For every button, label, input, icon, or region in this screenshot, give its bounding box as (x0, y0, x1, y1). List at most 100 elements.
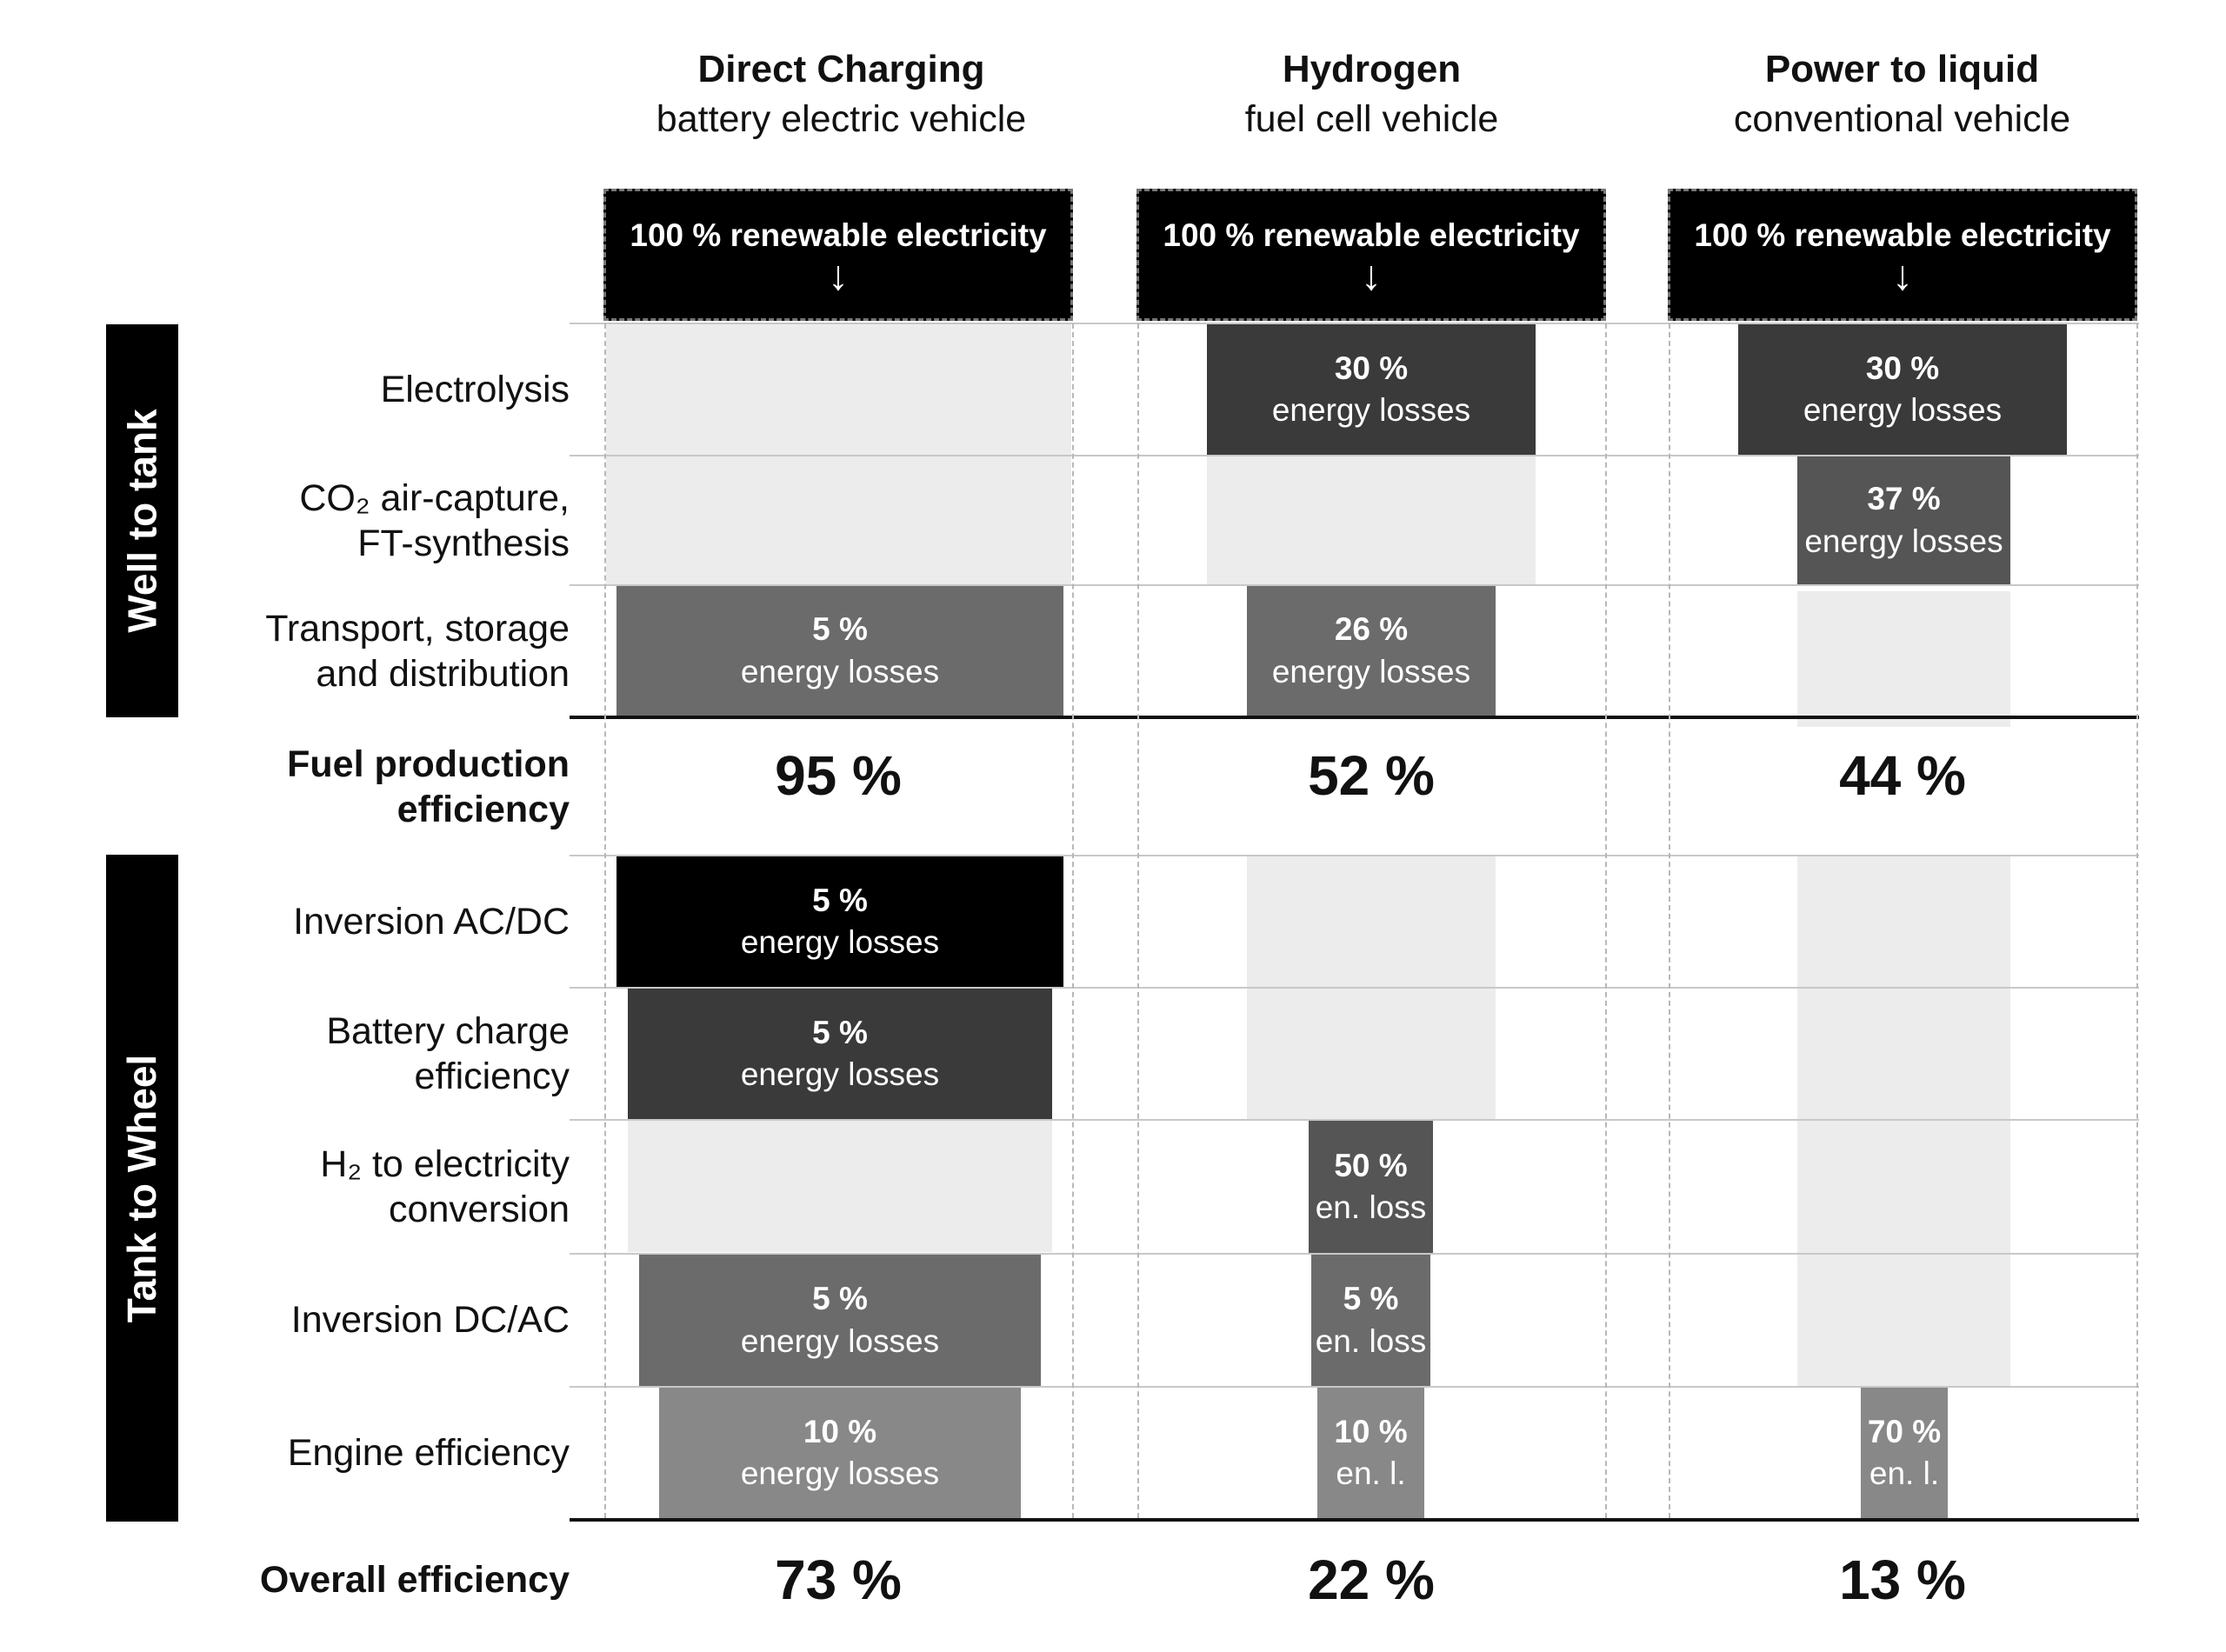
source-label: 100 % renewable electricity (630, 217, 1047, 253)
column-guide (1605, 323, 1607, 1518)
column-guide (1137, 323, 1139, 1518)
loss-percent: 10 % (803, 1413, 877, 1449)
loss-percent: 5 % (1343, 1281, 1399, 1317)
row-divider (570, 584, 2139, 586)
row-label-text: CO₂ air-capture, (299, 476, 570, 519)
loss-cell-h-electrolysis: 30 % energy losses (1207, 324, 1536, 455)
row-label-inversion-acdc: Inversion AC/DC (209, 856, 570, 987)
source-box-hydrogen: 100 % renewable electricity ↓ (1136, 189, 1606, 321)
loss-label: energy losses (1271, 653, 1471, 689)
column-header-power-to-liquid: Power to liquid conventional vehicle (1661, 48, 2143, 141)
loss-label: energy losses (740, 1056, 940, 1092)
arrow-down-icon: ↓ (828, 253, 849, 299)
arrow-down-icon: ↓ (1892, 253, 1913, 299)
row-divider (570, 323, 2139, 324)
overall-efficiency-direct-charging: 73 % (775, 1549, 902, 1611)
loss-cell-h-h2-conversion: 50 % en. loss (1309, 1121, 1433, 1253)
overall-efficiency-power-to-liquid: 13 % (1839, 1549, 1966, 1611)
loss-label: en. loss (1315, 1189, 1427, 1225)
column-title: Power to liquid (1764, 48, 2040, 90)
column-header-hydrogen: Hydrogen fuel cell vehicle (1130, 48, 1613, 141)
loss-cell-dc-engine: 10 % energy losses (659, 1388, 1021, 1518)
loss-label: energy losses (1804, 523, 2003, 559)
loss-percent: 37 % (1867, 481, 1941, 517)
column-guide (1072, 323, 1074, 1518)
row-label-inversion-dcac: Inversion DC/AC (209, 1255, 570, 1386)
loss-label: energy losses (740, 924, 940, 960)
row-label-text: conversion (389, 1189, 570, 1230)
section-label-well-to-tank: Well to tank (106, 324, 178, 717)
arrow-down-icon: ↓ (1361, 253, 1382, 299)
loss-cell-dc-inversion-dcac: 5 % energy losses (639, 1255, 1041, 1386)
fuel-efficiency-direct-charging: 95 % (775, 744, 902, 807)
row-label-text: Engine efficiency (287, 1431, 570, 1474)
source-label: 100 % renewable electricity (1694, 217, 2111, 253)
column-guide (604, 323, 606, 1518)
row-label-text: Inversion DC/AC (290, 1299, 570, 1342)
row-label-text: Inversion AC/DC (293, 900, 570, 943)
row-divider (570, 855, 2139, 856)
loss-percent: 26 % (1334, 611, 1409, 648)
fuel-efficiency-hydrogen: 52 % (1308, 744, 1435, 807)
section-label-text: Tank to Wheel (119, 1054, 165, 1322)
loss-percent: 5 % (812, 1014, 868, 1050)
loss-label: en. l. (1869, 1455, 1940, 1491)
row-label-transport: Transport, storage and distribution (209, 586, 570, 716)
loss-cell-h-transport: 26 % energy losses (1247, 586, 1496, 716)
row-label-text: H₂ to electricity (320, 1142, 570, 1185)
overall-efficiency-hydrogen: 22 % (1308, 1549, 1435, 1611)
row-label-text: efficiency (397, 789, 570, 830)
loss-percent: 10 % (1334, 1413, 1408, 1449)
loss-cell-h-inversion-dcac: 5 % en. loss (1311, 1255, 1430, 1386)
row-divider (570, 987, 2139, 989)
loss-label: energy losses (1803, 392, 2003, 428)
column-title: Hydrogen (1282, 48, 1462, 90)
column-header-direct-charging: Direct Charging battery electric vehicle (600, 48, 1083, 141)
row-label-text: Fuel production (287, 743, 570, 785)
loss-percent: 50 % (1334, 1147, 1408, 1183)
row-label-text: FT-synthesis (357, 523, 570, 564)
row-label-text: and distribution (316, 653, 570, 695)
row-label-fuel-efficiency: Fuel production efficiency (209, 719, 570, 855)
loss-percent: 5 % (812, 1281, 868, 1317)
source-box-power-to-liquid: 100 % renewable electricity ↓ (1668, 189, 2137, 321)
placeholder-h-co2 (1207, 456, 1536, 584)
loss-cell-dc-transport: 5 % energy losses (616, 586, 1063, 716)
row-label-battery: Battery charge efficiency (209, 989, 570, 1119)
placeholder-dc-well (606, 323, 1071, 584)
loss-cell-dc-inversion-acdc: 5 % energy losses (616, 856, 1063, 987)
row-label-text: Battery charge (326, 1009, 570, 1052)
fuel-efficiency-power-to-liquid: 44 % (1839, 744, 1966, 807)
row-label-text: Transport, storage (265, 607, 570, 649)
column-subtitle: battery electric vehicle (656, 98, 1027, 141)
column-subtitle: fuel cell vehicle (1244, 98, 1499, 141)
loss-cell-h-engine: 10 % en. l. (1317, 1388, 1424, 1518)
row-label-text: efficiency (414, 1056, 570, 1097)
loss-label: energy losses (740, 1455, 940, 1491)
row-divider (570, 1386, 2139, 1388)
row-label-co2: CO₂ air-capture, FT-synthesis (209, 456, 570, 585)
source-label: 100 % renewable electricity (1163, 217, 1580, 253)
column-guide (1669, 323, 1670, 1518)
loss-percent: 70 % (1867, 1413, 1942, 1449)
row-label-overall: Overall efficiency (209, 1523, 570, 1636)
loss-percent: 30 % (1334, 350, 1409, 386)
placeholder-dc-h2conv (628, 1120, 1052, 1252)
row-label-text: Electrolysis (380, 368, 570, 410)
loss-cell-p-engine: 70 % en. l. (1861, 1388, 1948, 1518)
loss-percent: 5 % (812, 882, 868, 918)
column-subtitle: conventional vehicle (1733, 98, 2071, 141)
loss-label: en. l. (1336, 1455, 1406, 1491)
source-box-direct-charging: 100 % renewable electricity ↓ (603, 189, 1073, 321)
row-divider (570, 455, 2139, 456)
loss-cell-dc-battery: 5 % energy losses (628, 989, 1052, 1119)
column-title: Direct Charging (697, 48, 985, 90)
row-divider (570, 1253, 2139, 1255)
section-divider (570, 1518, 2139, 1522)
loss-percent: 30 % (1865, 350, 1940, 386)
loss-label: energy losses (1271, 392, 1471, 428)
row-label-h2-conversion: H₂ to electricity conversion (209, 1121, 570, 1253)
placeholder-p-transport (1797, 591, 2010, 727)
column-guide (2136, 323, 2138, 1518)
